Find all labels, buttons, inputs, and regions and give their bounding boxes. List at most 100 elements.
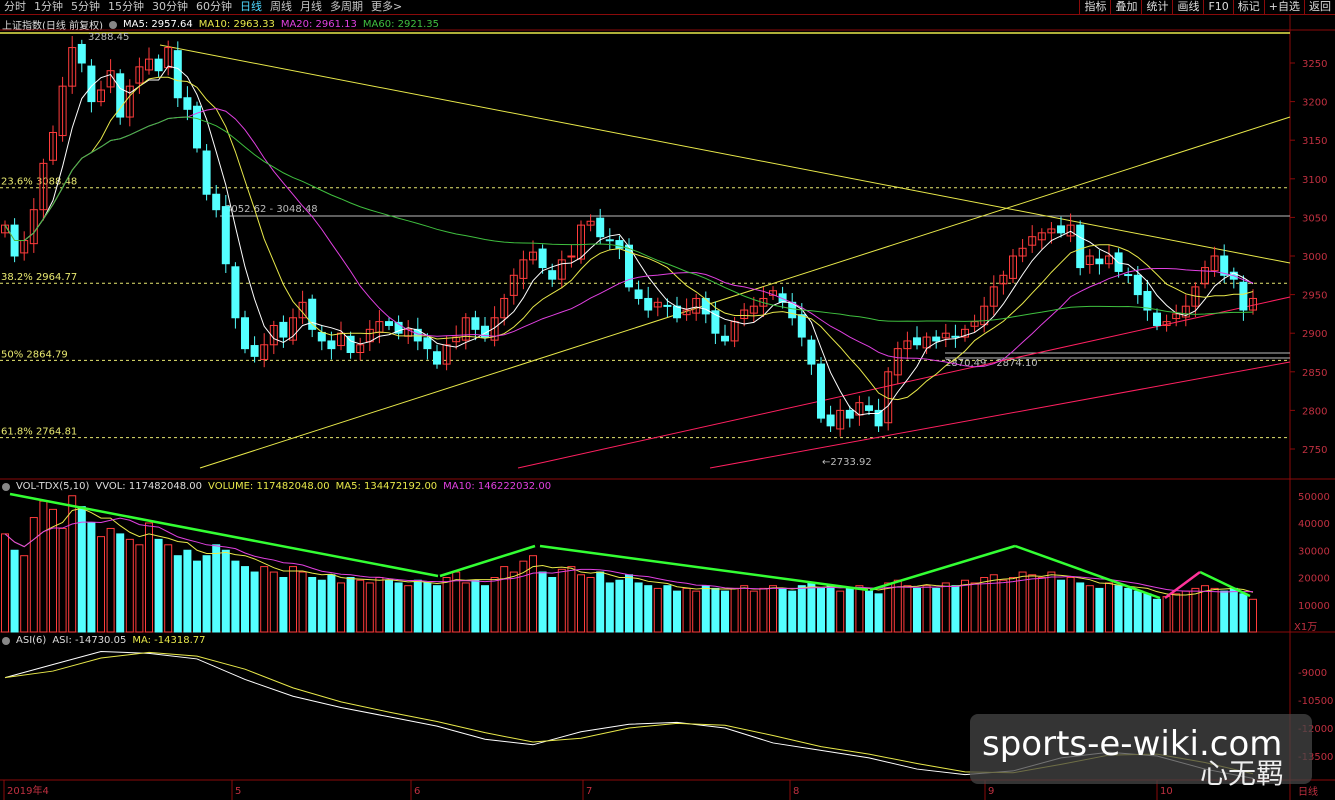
ma60-value: MA60: 2921.35	[362, 19, 439, 30]
volume-bar	[500, 566, 509, 633]
volume-bar	[1009, 577, 1017, 633]
period-label: 日线	[1298, 785, 1318, 798]
candle-body	[989, 286, 998, 307]
volume-bar	[797, 585, 806, 633]
candle-body	[836, 409, 845, 430]
settings-icon[interactable]	[2, 636, 10, 645]
high-label: 3288.45	[88, 32, 129, 43]
price-tick-label: 3000	[1302, 252, 1327, 263]
volume-bar	[125, 538, 134, 633]
candle-body	[116, 73, 125, 118]
date-label: 8	[793, 786, 799, 797]
tab-9[interactable]: 多周期	[330, 0, 363, 13]
tool-button-0[interactable]: 指标	[1079, 0, 1110, 14]
volume-bar	[999, 579, 1008, 633]
volume-bar	[663, 585, 672, 633]
candle-body	[577, 224, 585, 260]
volume-value: VOLUME: 117482048.00	[208, 481, 330, 492]
tool-button-6[interactable]: +自选	[1263, 0, 1304, 14]
volume-trend-arrow	[1199, 570, 1251, 598]
settings-icon[interactable]	[108, 20, 117, 29]
candle-body	[740, 309, 749, 320]
tool-button-5[interactable]: 标记	[1232, 0, 1264, 14]
tool-button-1[interactable]: 叠加	[1110, 0, 1141, 14]
volume-bar	[481, 585, 489, 633]
candle-body	[241, 317, 249, 350]
candle-body	[692, 297, 701, 314]
candle-body	[529, 251, 537, 261]
candle-body	[231, 266, 240, 319]
candle-body	[221, 206, 230, 265]
candle-body	[135, 66, 144, 84]
volume-bar	[298, 571, 307, 633]
volume-tick-label: 40000	[1298, 519, 1330, 530]
volume-bar	[365, 582, 374, 633]
tab-2[interactable]: 5分钟	[71, 0, 100, 13]
volume-bar	[1047, 571, 1056, 633]
candle-body	[711, 310, 720, 334]
volume-bar	[922, 585, 931, 633]
candle-body	[1105, 255, 1113, 265]
candle-body	[1172, 313, 1181, 320]
volume-bar	[1181, 590, 1190, 633]
volume-bar	[913, 587, 921, 633]
volume-bar	[87, 522, 96, 633]
tab-8[interactable]: 月线	[300, 0, 322, 13]
tab-5[interactable]: 60分钟	[196, 0, 232, 13]
candle-body	[164, 47, 173, 69]
volume-trend-arrow	[9, 492, 439, 578]
volume-bar	[807, 582, 816, 633]
settings-icon[interactable]	[2, 482, 10, 491]
tab-6[interactable]: 日线	[240, 0, 262, 13]
asi-title: ASI(6)	[16, 635, 47, 646]
tool-button-2[interactable]: 统计	[1141, 0, 1172, 14]
tab-10[interactable]: 更多>	[371, 0, 403, 13]
volume-bar	[845, 587, 854, 633]
price-tick-label: 3100	[1302, 175, 1327, 186]
candle-body	[1181, 305, 1190, 318]
candle-body	[874, 409, 883, 427]
candle-body	[1249, 297, 1257, 311]
tab-3[interactable]: 15分钟	[108, 0, 144, 13]
volume-bar	[461, 582, 470, 633]
candle-body	[586, 220, 595, 226]
asi-tick-label: -12000	[1298, 724, 1333, 735]
trend-line	[159, 44, 1291, 264]
asi-legend: ASI(6) ASI: -14730.05 MA: -14318.77	[2, 635, 206, 646]
volume-trend-arrow	[869, 544, 1016, 592]
fib-label: 38.2% 2964.77	[1, 272, 77, 283]
volume-bar	[586, 577, 595, 633]
candle-body	[961, 328, 969, 338]
volume-bar	[97, 536, 105, 633]
tool-button-7[interactable]: 返回	[1304, 0, 1335, 14]
volume-bar	[106, 527, 115, 633]
candle-body	[490, 317, 499, 341]
volume-bar	[164, 544, 173, 633]
candle-body	[845, 409, 854, 419]
volume-bar	[1172, 593, 1181, 633]
volume-bar	[951, 585, 960, 633]
volume-bar	[519, 560, 528, 633]
volume-bar	[116, 533, 125, 633]
candle-body	[557, 259, 566, 280]
volume-bar	[1201, 585, 1209, 633]
tab-0[interactable]: 分时	[4, 0, 26, 13]
volume-bar	[865, 590, 873, 633]
tool-button-4[interactable]: F10	[1203, 0, 1232, 14]
date-label: 5	[235, 786, 241, 797]
trend-line	[517, 296, 1291, 469]
tab-1[interactable]: 1分钟	[34, 0, 63, 13]
volume-bar	[394, 582, 403, 633]
volume-bar	[1239, 593, 1248, 633]
candle-body	[433, 351, 441, 365]
tab-4[interactable]: 30分钟	[152, 0, 188, 13]
candle-body	[807, 339, 816, 365]
candle-body	[58, 85, 67, 137]
tab-7[interactable]: 周线	[270, 0, 292, 13]
candle-body	[356, 344, 365, 353]
volume-bar	[154, 538, 163, 633]
volume-bar	[1143, 593, 1152, 633]
volume-bar	[1076, 582, 1085, 633]
tool-button-3[interactable]: 画线	[1172, 0, 1203, 14]
